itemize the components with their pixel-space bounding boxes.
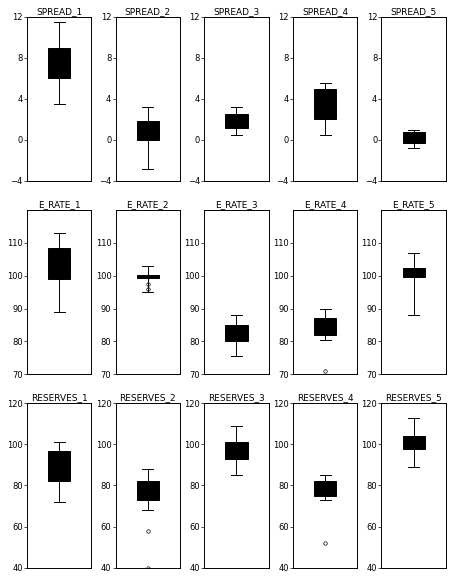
Title: SPREAD_1: SPREAD_1 [36, 7, 82, 16]
PathPatch shape [137, 121, 159, 140]
Title: E_RATE_3: E_RATE_3 [215, 200, 258, 209]
PathPatch shape [48, 451, 70, 481]
PathPatch shape [48, 248, 70, 279]
PathPatch shape [225, 325, 248, 342]
PathPatch shape [314, 481, 336, 496]
Title: RESERVES_5: RESERVES_5 [386, 394, 442, 403]
Title: E_RATE_1: E_RATE_1 [38, 200, 81, 209]
PathPatch shape [225, 443, 248, 459]
Title: RESERVES_2: RESERVES_2 [120, 394, 176, 403]
Title: RESERVES_3: RESERVES_3 [208, 394, 265, 403]
PathPatch shape [48, 48, 70, 78]
Title: RESERVES_1: RESERVES_1 [31, 394, 87, 403]
Title: RESERVES_4: RESERVES_4 [297, 394, 353, 403]
PathPatch shape [137, 481, 159, 500]
Title: SPREAD_3: SPREAD_3 [213, 7, 260, 16]
Title: E_RATE_4: E_RATE_4 [304, 200, 347, 209]
Title: E_RATE_2: E_RATE_2 [126, 200, 169, 209]
Title: SPREAD_4: SPREAD_4 [302, 7, 348, 16]
PathPatch shape [225, 114, 248, 128]
PathPatch shape [403, 132, 425, 143]
PathPatch shape [403, 436, 425, 448]
PathPatch shape [314, 89, 336, 119]
PathPatch shape [314, 318, 336, 335]
PathPatch shape [403, 267, 425, 277]
PathPatch shape [137, 275, 159, 278]
Title: SPREAD_5: SPREAD_5 [390, 7, 437, 16]
Title: SPREAD_2: SPREAD_2 [125, 7, 171, 16]
Title: E_RATE_5: E_RATE_5 [392, 200, 435, 209]
